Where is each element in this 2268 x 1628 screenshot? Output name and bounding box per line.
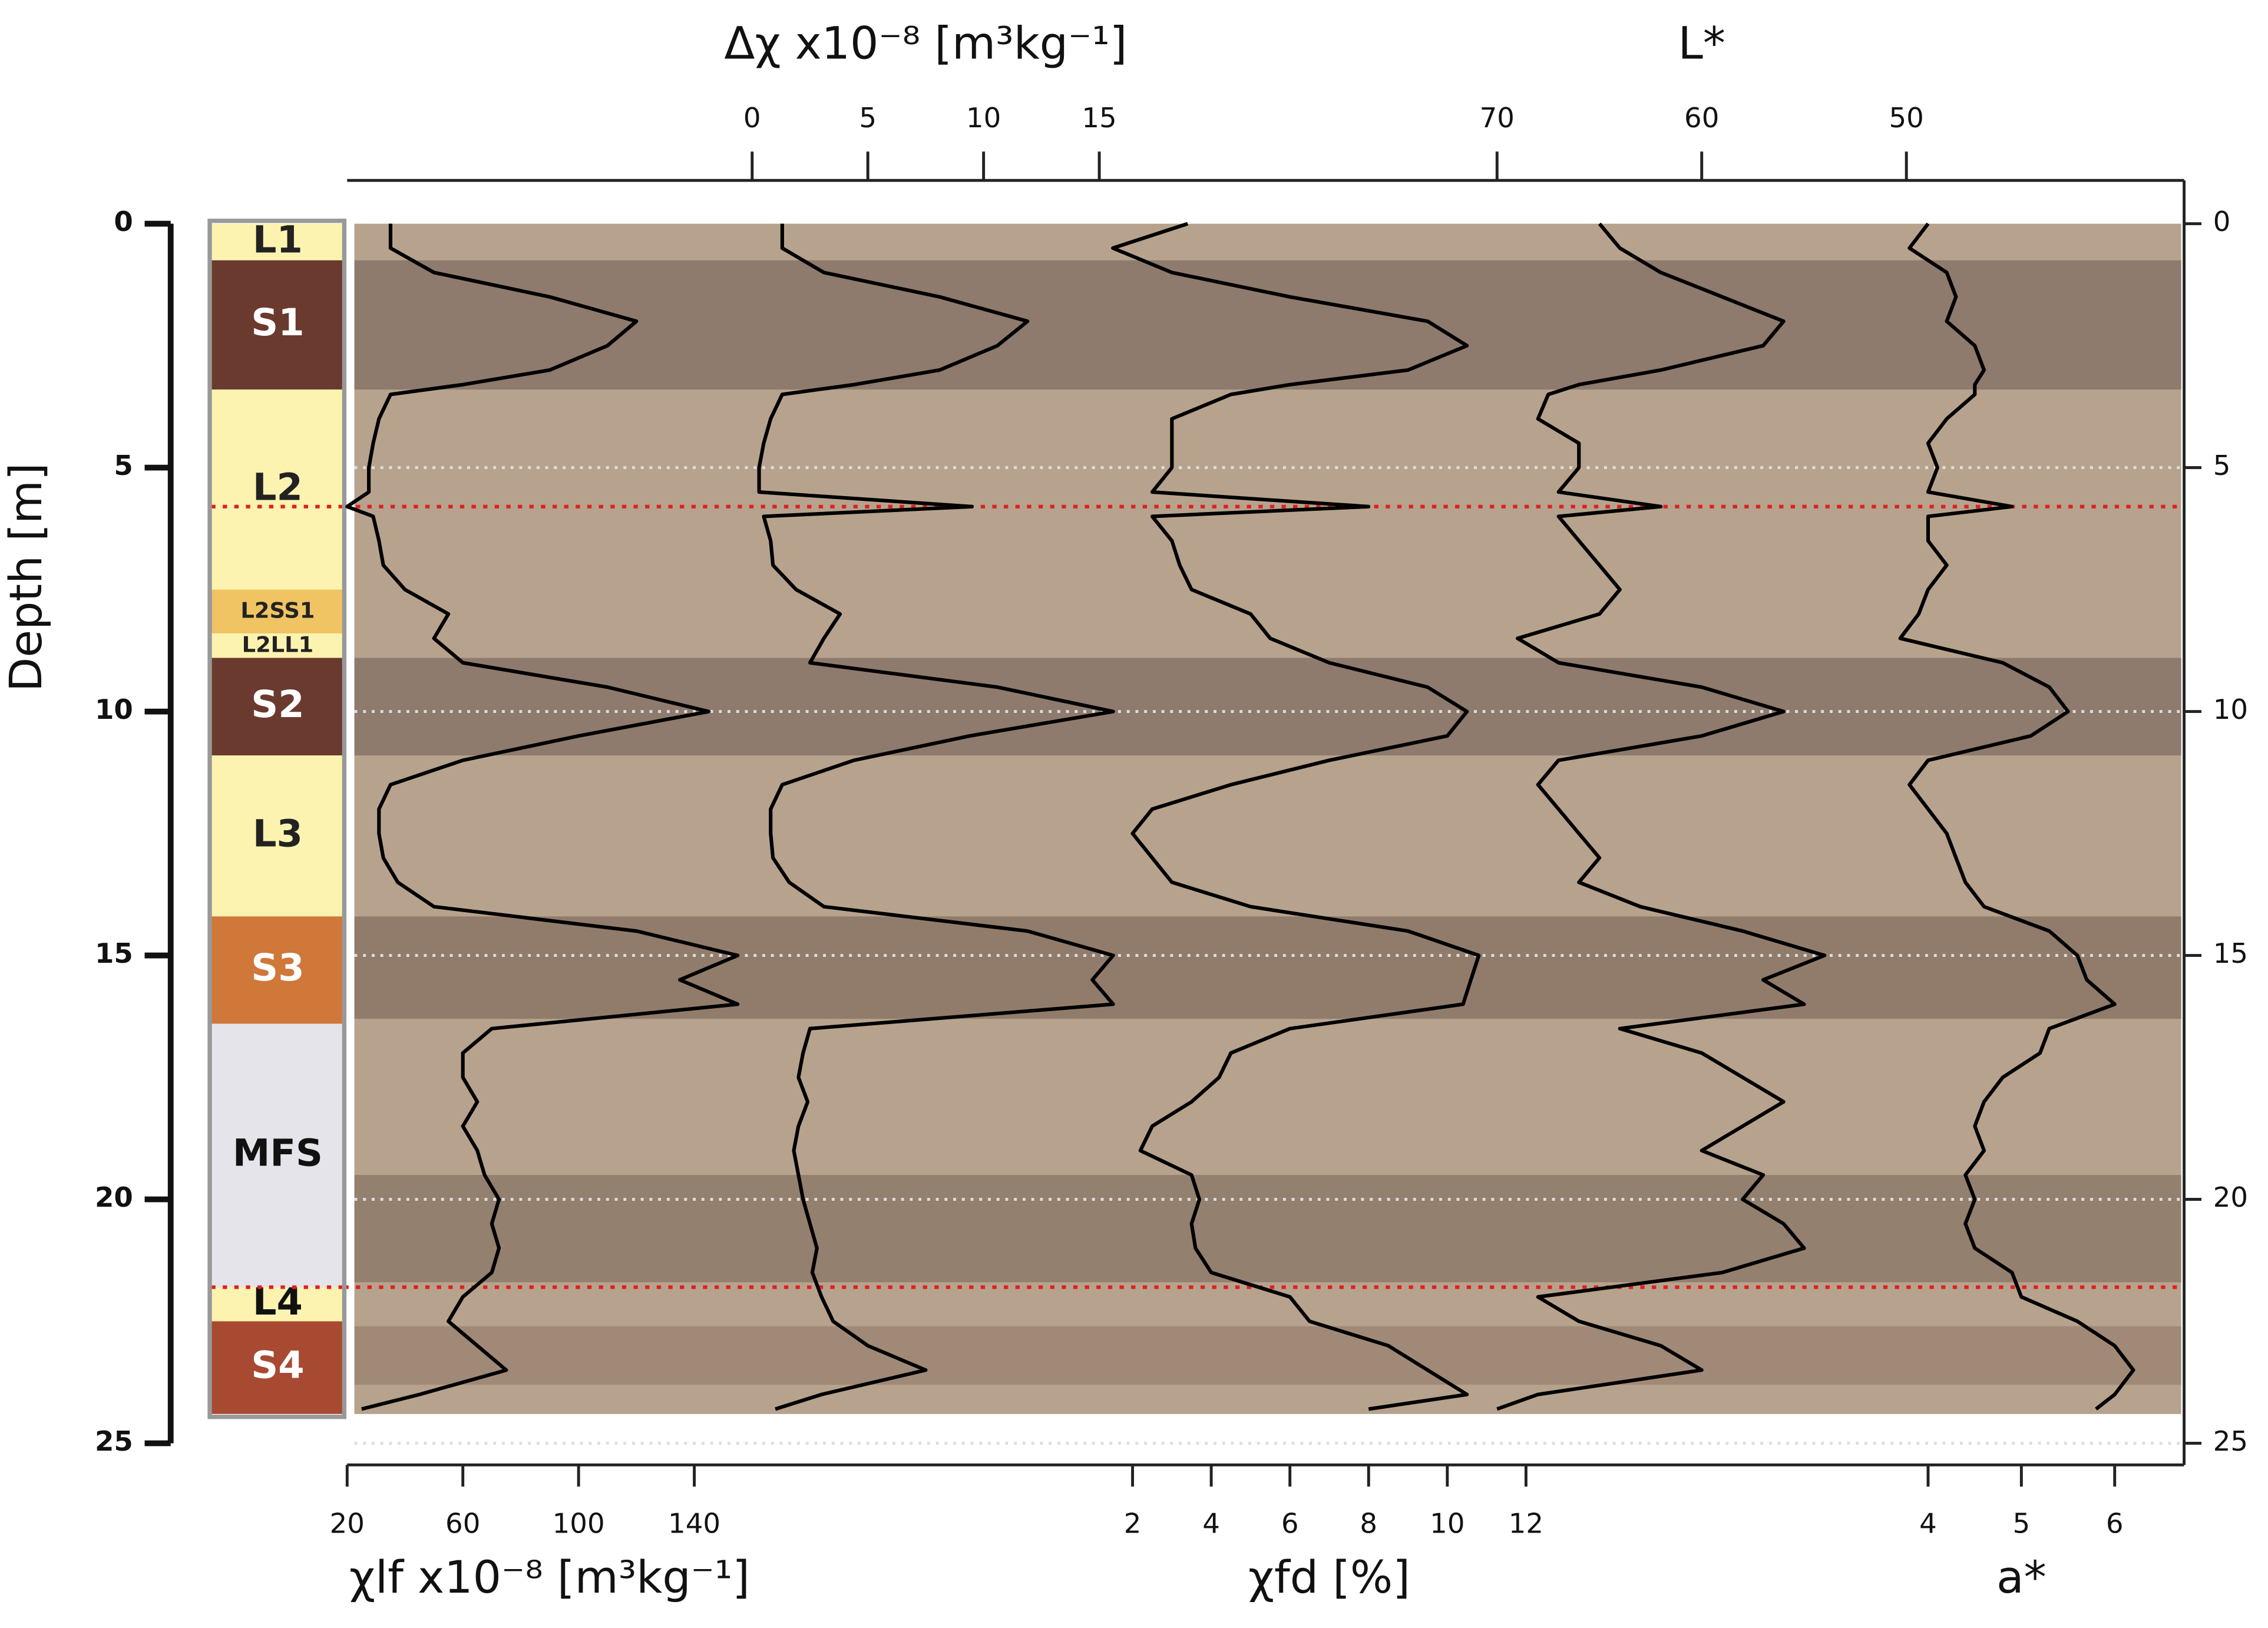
track-line (1111, 222, 1481, 1411)
track-line (345, 223, 740, 1411)
x-tick-label: 0 (743, 102, 761, 134)
depth-shading (354, 1175, 2181, 1283)
strat-unit (211, 755, 345, 917)
x-tick-label: 70 (1480, 102, 1515, 134)
track-line (757, 223, 1115, 1411)
strat-label: S1 (251, 301, 304, 345)
x-axis-title: χfd [%] (1248, 1551, 1410, 1603)
strat-label: S2 (251, 683, 304, 727)
x-tick-label: 8 (1360, 1508, 1377, 1540)
depth-shading (354, 916, 2181, 1019)
x-tick-label: 60 (445, 1508, 480, 1540)
depth-shading (354, 260, 2181, 390)
y-tick-label: 15 (95, 937, 133, 969)
strat-frame (207, 219, 347, 1419)
x-axis-title: a* (1996, 1551, 2047, 1603)
x-tick-label: 50 (1889, 102, 1923, 134)
track-line (1496, 222, 1827, 1411)
strat-unit (211, 389, 345, 590)
x-tick-label: 12 (1509, 1508, 1543, 1540)
y-tick-label: 20 (95, 1181, 133, 1213)
track-line (1898, 222, 2135, 1411)
y-tick-label: 0 (114, 206, 133, 237)
x-tick-label: 140 (668, 1508, 720, 1540)
x-tick-label: 10 (966, 102, 1001, 134)
y2-tick-label: 5 (2213, 450, 2231, 481)
strat-label: S4 (251, 1344, 304, 1388)
x-tick-label: 5 (2013, 1508, 2031, 1540)
y2-tick-label: 0 (2213, 206, 2231, 237)
x-axis-title: Δχ x10⁻⁸ [m³kg⁻¹] (724, 16, 1127, 69)
strat-unit (211, 589, 345, 634)
strat-label: L2LL1 (242, 632, 314, 657)
strat-unit (211, 260, 345, 390)
x-tick-label: 4 (1202, 1508, 1220, 1540)
x-tick-label: 15 (1082, 102, 1116, 134)
strat-unit (211, 916, 345, 1024)
y2-tick-label: 25 (2213, 1425, 2248, 1457)
strat-label: MFS (233, 1132, 323, 1175)
x-tick-label: 20 (330, 1508, 365, 1540)
strat-unit (211, 1287, 345, 1322)
y2-tick-label: 10 (2213, 694, 2248, 725)
strat-label: L2 (253, 466, 303, 510)
x-tick-label: 100 (553, 1508, 605, 1540)
strat-unit (211, 223, 345, 260)
x-tick-label: 6 (2106, 1508, 2124, 1540)
x-axis-title: L* (1678, 16, 1725, 69)
x-tick-label: 5 (859, 102, 877, 134)
strat-label: L3 (253, 812, 303, 856)
depth-shading (354, 1326, 2181, 1385)
strat-unit (211, 1321, 345, 1414)
depth-shading (354, 658, 2181, 756)
strat-unit (211, 1023, 345, 1287)
x-tick-label: 6 (1281, 1508, 1299, 1540)
strat-unit (211, 658, 345, 756)
x-tick-label: 10 (1430, 1508, 1464, 1540)
x-tick-label: 60 (1684, 102, 1719, 134)
strat-label: L2SS1 (240, 597, 315, 623)
y-tick-label: 10 (95, 694, 133, 725)
y-axis-title: Depth [m] (0, 463, 52, 692)
x-tick-label: 2 (1124, 1508, 1142, 1540)
strat-unit (211, 633, 345, 658)
y-tick-label: 25 (95, 1425, 133, 1457)
strat-label: L1 (253, 218, 303, 262)
y2-tick-label: 20 (2213, 1181, 2248, 1213)
y2-tick-label: 15 (2213, 937, 2248, 969)
strat-label: S3 (251, 946, 304, 990)
y-tick-label: 5 (114, 450, 133, 481)
x-tick-label: 4 (1919, 1508, 1937, 1540)
x-axis-title: χlf x10⁻⁸ [m³kg⁻¹] (349, 1551, 750, 1603)
